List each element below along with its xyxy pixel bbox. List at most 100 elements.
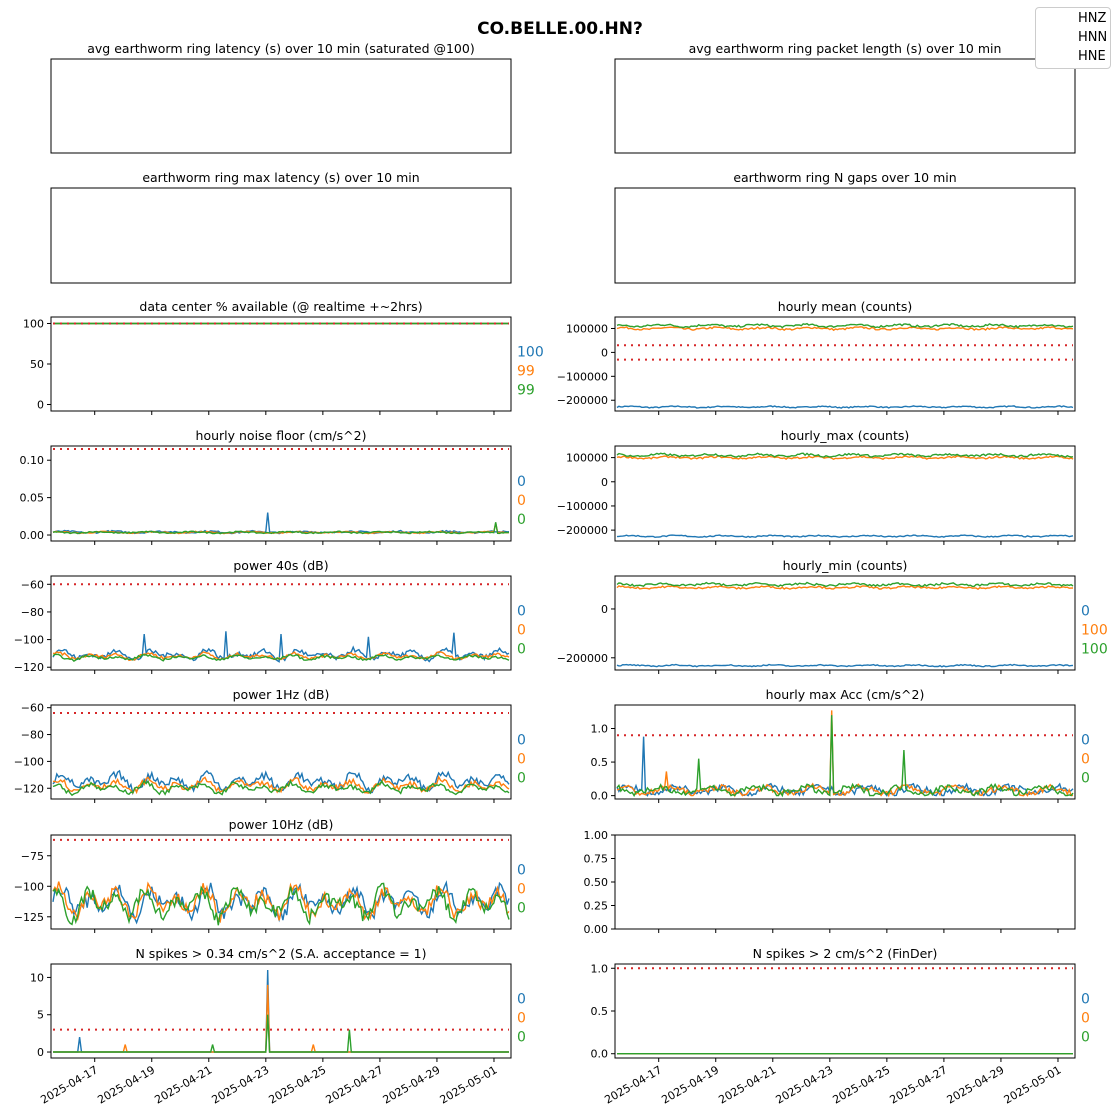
y-tick-label: 0: [37, 1046, 44, 1059]
series-hnn-line: [616, 455, 1074, 460]
y-tick-label: 0: [37, 399, 44, 412]
axes-frame: [614, 704, 1076, 800]
x-tick-label: 2025-04-17: [602, 1063, 664, 1106]
end-label-hnn: 0: [517, 1010, 526, 1026]
y-tick-label: 0.25: [584, 900, 609, 913]
y-tick-label: −200000: [557, 394, 608, 407]
subplot-title: power 1Hz (dB): [233, 687, 330, 702]
y-tick-label: 0.00: [20, 529, 45, 542]
y-tick-label: −120: [14, 782, 44, 795]
y-tick-label: 10: [30, 971, 44, 984]
end-label-hnz: 0: [1081, 603, 1090, 619]
subplot-title: earthworm ring max latency (s) over 10 m…: [142, 170, 419, 185]
x-tick-label: 2025-04-25: [266, 1063, 328, 1106]
x-tick-label: 2025-04-21: [716, 1063, 778, 1106]
axes-frame: [614, 58, 1076, 154]
y-tick-label: 50: [30, 358, 44, 371]
series-hnz-line: [52, 631, 510, 663]
subplot-title: avg earthworm ring latency (s) over 10 m…: [87, 41, 474, 56]
end-label-hne: 99: [517, 382, 535, 398]
y-tick-label: 0: [601, 603, 608, 616]
subplot-2: earthworm ring max latency (s) over 10 m…: [50, 170, 512, 284]
x-tick-label: 2025-04-19: [659, 1063, 721, 1106]
x-tick-label: 2025-04-27: [888, 1063, 950, 1106]
y-tick-label: 1.00: [584, 829, 609, 842]
y-tick-label: −60: [21, 702, 44, 715]
axes-frame: [50, 963, 512, 1059]
series-hne-line: [53, 1014, 509, 1053]
subplot-8: power 40s (dB) −60 −80 −100 −120 0 0 0: [14, 558, 526, 674]
end-label-hne: 0: [517, 512, 526, 528]
axes-frame: [614, 834, 1076, 930]
end-label-hne: 0: [1081, 770, 1090, 786]
end-label-hnz: 0: [517, 474, 526, 490]
y-tick-label: −100: [14, 634, 44, 647]
end-label-hnn: 99: [517, 363, 535, 379]
legend-entry-hnz: HNZ: [1078, 11, 1107, 26]
subplot-title: N spikes > 2 cm/s^2 (FinDer): [753, 946, 938, 961]
end-label-hne: 0: [517, 900, 526, 916]
subplot-title: hourly noise floor (cm/s^2): [196, 428, 367, 443]
end-label-hnz: 0: [1081, 991, 1090, 1007]
end-label-hne: 0: [517, 1029, 526, 1045]
y-tick-label: 0.5: [591, 756, 609, 769]
end-label-hnn: 0: [517, 881, 526, 897]
end-label-hnn: 0: [517, 751, 526, 767]
subplot-9: hourly_min (counts) 0 −200000 0 100 100: [557, 558, 1108, 674]
end-label-hnz: 0: [517, 732, 526, 748]
series-hnn-line: [53, 984, 509, 1053]
figure-title: CO.BELLE.00.HN?: [477, 19, 643, 39]
series-hnn-line: [616, 326, 1074, 332]
y-tick-label: 100000: [566, 452, 608, 465]
y-tick-label: −80: [21, 606, 44, 619]
axes-frame: [50, 316, 512, 412]
end-label-hnn: 0: [517, 622, 526, 638]
series-hne-line: [52, 522, 509, 535]
series-hnz-line: [52, 512, 510, 535]
subplot-0: avg earthworm ring latency (s) over 10 m…: [50, 41, 512, 154]
y-tick-label: 1.0: [591, 723, 609, 736]
y-tick-label: 100000: [566, 322, 608, 335]
end-label-hnz: 100: [517, 344, 544, 360]
x-tick-label: 2025-05-01: [1002, 1063, 1064, 1106]
x-tick-label: 2025-04-19: [95, 1063, 157, 1106]
subplot-4: data center % available (@ realtime +~2h…: [23, 299, 544, 415]
legend-entry-hnn: HNN: [1078, 30, 1108, 45]
y-tick-label: −75: [21, 850, 44, 863]
series-hnn-line: [616, 710, 1074, 798]
axes-frame: [614, 445, 1076, 542]
subplot-title: hourly max Acc (cm/s^2): [766, 687, 925, 702]
end-label-hnn: 100: [1081, 622, 1108, 638]
y-tick-label: −100000: [557, 370, 608, 383]
subplot-13: 1.00 0.75 0.50 0.25 0.00: [584, 829, 1076, 936]
x-tick-label: 2025-04-29: [381, 1063, 443, 1106]
subplot-title: power 10Hz (dB): [229, 817, 334, 832]
axes-frame: [50, 834, 512, 930]
subplot-5: hourly mean (counts) 100000 0 −100000 −20000…: [557, 299, 1076, 415]
axes-frame: [614, 575, 1076, 671]
y-tick-label: 5: [37, 1009, 44, 1022]
y-tick-label: −100000: [557, 500, 608, 513]
subplot-title: hourly_max (counts): [781, 428, 910, 443]
axes-frame: [614, 187, 1076, 284]
series-hne-line: [616, 452, 1074, 458]
y-tick-label: 0: [601, 346, 608, 359]
series-hne-line: [52, 779, 510, 797]
subplot-title: N spikes > 0.34 cm/s^2 (S.A. acceptance …: [135, 946, 426, 961]
y-tick-label: −200000: [557, 524, 608, 537]
end-label-hne: 0: [1081, 1029, 1090, 1045]
y-tick-label: 0.00: [584, 923, 609, 936]
subplot-10: power 1Hz (dB) −60 −80 −100 −120 0 0 0: [14, 687, 526, 803]
y-tick-label: 0.5: [591, 1005, 609, 1018]
y-tick-label: 0.10: [20, 454, 45, 467]
series-hne-line: [52, 882, 510, 926]
series-hnn-line: [616, 585, 1074, 591]
y-tick-label: 0.0: [591, 790, 609, 803]
x-tick-label: 2025-04-25: [830, 1063, 892, 1106]
x-tick-label: 2025-05-01: [438, 1063, 500, 1106]
end-label-hne: 100: [1081, 641, 1108, 657]
series-hne-line: [616, 322, 1074, 329]
y-tick-label: −120: [14, 661, 44, 674]
y-tick-label: −60: [21, 578, 44, 591]
